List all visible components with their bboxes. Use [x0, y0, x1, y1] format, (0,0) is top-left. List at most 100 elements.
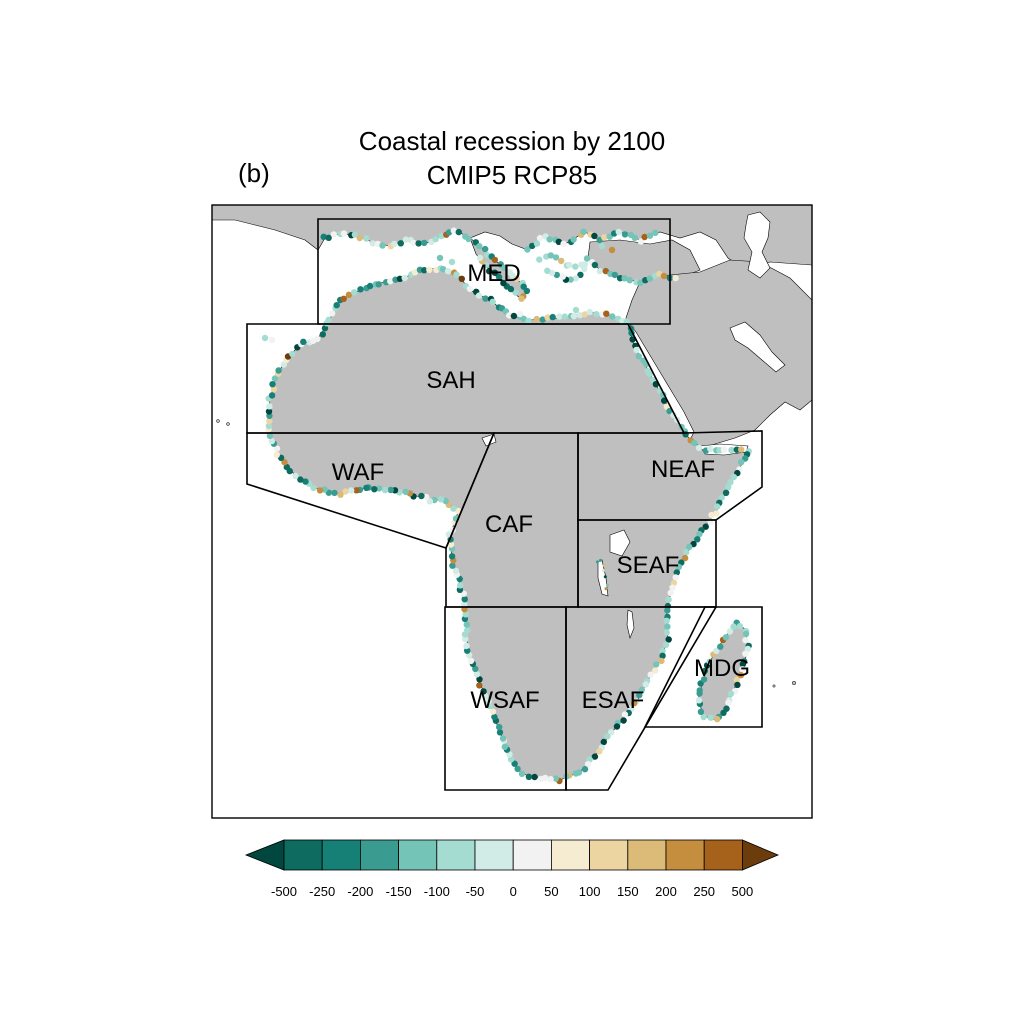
coastal-point [739, 660, 747, 668]
coastal-point [500, 279, 507, 287]
coastal-point [633, 346, 640, 354]
coastal-point [714, 715, 721, 723]
coastal-point [591, 753, 599, 760]
colorbar-swatch [627, 839, 667, 871]
coastal-point [439, 266, 447, 273]
coastal-point [437, 496, 445, 503]
coastal-point [512, 289, 519, 296]
coastal-point [696, 687, 703, 694]
coastal-point [691, 439, 698, 447]
coastal-point [683, 549, 690, 556]
coastal-point [696, 530, 703, 538]
coastal-point [599, 558, 602, 562]
coastal-point [452, 567, 460, 575]
coastal-point [635, 353, 642, 360]
coastal-point [697, 708, 705, 715]
coastal-point [350, 289, 358, 296]
coastal-point [653, 661, 660, 668]
coastal-point [556, 313, 563, 320]
coastal-point [348, 487, 355, 494]
coastal-point [591, 232, 598, 240]
colorbar-swatch [665, 839, 705, 871]
coastal-point [353, 487, 360, 494]
coastal-point [475, 292, 483, 299]
coastal-point [536, 234, 544, 242]
coastal-point [555, 238, 562, 245]
coastal-point [547, 252, 554, 259]
region-label-mdg: MDG [694, 655, 750, 682]
coastal-point [546, 236, 553, 243]
coastal-point [345, 291, 353, 298]
colorbar-swatch [474, 839, 514, 871]
coastal-point [738, 459, 745, 466]
coastal-point [695, 444, 703, 452]
coastal-point [418, 492, 425, 500]
coastal-point [722, 634, 730, 641]
coastal-point [357, 286, 364, 293]
coastal-point [700, 713, 707, 721]
coastal-point [700, 676, 708, 683]
coastal-point [681, 554, 689, 562]
lake-tanganyika [597, 559, 609, 597]
coastal-point [737, 672, 745, 679]
coastal-point [572, 275, 580, 282]
coastal-point [637, 238, 645, 245]
coastal-point [720, 446, 728, 453]
coastal-point [663, 629, 670, 636]
coastal-point [496, 723, 503, 731]
coastal-point [608, 246, 616, 254]
coastal-point [449, 562, 456, 569]
coastal-point [642, 681, 649, 688]
coastal-point [547, 776, 554, 783]
coastal-point [730, 623, 737, 630]
coastal-point [379, 242, 386, 249]
coastal-point [652, 667, 659, 674]
coastal-point [549, 313, 556, 321]
coastal-point [510, 312, 518, 320]
coastal-point [511, 760, 518, 767]
coastal-point [533, 240, 541, 247]
coastal-point [647, 671, 654, 678]
coastal-point [706, 658, 713, 665]
coastal-point [270, 386, 278, 393]
colorbar-swatch [321, 839, 361, 871]
coastal-point [726, 628, 734, 635]
coastal-point [506, 312, 513, 319]
coastal-point [730, 473, 738, 481]
persian-gulf [729, 321, 786, 373]
coastal-point [561, 313, 568, 320]
coastal-point [466, 285, 474, 293]
colorbar-tick-label: 0 [510, 884, 517, 899]
coastal-point [742, 630, 750, 637]
coastal-point [593, 311, 600, 318]
coastal-point [733, 676, 740, 684]
coastal-point [713, 510, 720, 517]
coastal-point [572, 306, 580, 314]
coastal-point [271, 375, 279, 382]
coastal-point [329, 310, 336, 317]
coastal-point [489, 298, 496, 305]
coastal-point [663, 617, 670, 624]
region-label-caf: CAF [485, 511, 533, 538]
coastal-point [581, 766, 589, 773]
coastal-point [518, 770, 526, 777]
coastal-point [514, 765, 521, 773]
coastal-point [637, 279, 644, 286]
coastal-point [496, 729, 504, 736]
coastal-point [421, 267, 428, 274]
coastal-point [603, 575, 607, 579]
coastal-point [281, 459, 288, 466]
colorbar-tick-label: 200 [655, 884, 677, 899]
colorbar-tick-label: -500 [271, 884, 297, 899]
coastal-point [695, 697, 703, 704]
coastal-point [658, 657, 665, 665]
coastal-point [566, 261, 573, 269]
coastal-point [491, 256, 499, 264]
coastal-point [432, 235, 439, 243]
coastal-point [529, 242, 536, 250]
coastal-point [340, 295, 347, 302]
coastal-point [292, 472, 299, 480]
coastal-point [570, 236, 577, 243]
coastal-point [544, 267, 551, 274]
coastal-point [444, 268, 452, 275]
